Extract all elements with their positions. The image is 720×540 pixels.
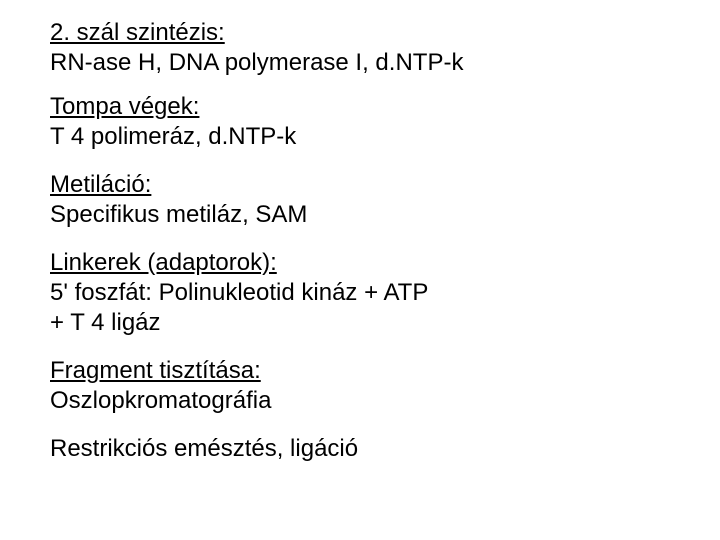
section-body-line: + T 4 ligáz	[50, 308, 670, 338]
section-body-line: 5' foszfát: Polinukleotid kináz + ATP	[50, 278, 670, 308]
section-heading: Tompa végek:	[50, 92, 670, 122]
section-body-line: Oszlopkromatográfia	[50, 386, 670, 416]
section-body-line: Restrikciós emésztés, ligáció	[50, 434, 670, 464]
section-body-line: T 4 polimeráz, d.NTP-k	[50, 122, 670, 152]
section-linkers-adapters: Linkerek (adaptorok): 5' foszfát: Polinu…	[50, 248, 670, 338]
section-methylation: Metiláció: Specifikus metiláz, SAM	[50, 170, 670, 230]
section-body-line: RN-ase H, DNA polymerase I, d.NTP-k	[50, 48, 670, 78]
document-page: 2. szál szintézis: RN-ase H, DNA polymer…	[0, 0, 670, 464]
section-restriction-ligation: Restrikciós emésztés, ligáció	[50, 434, 670, 464]
section-heading: 2. szál szintézis:	[50, 18, 670, 48]
section-body-line: Specifikus metiláz, SAM	[50, 200, 670, 230]
section-heading: Fragment tisztítása:	[50, 356, 670, 386]
section-heading: Metiláció:	[50, 170, 670, 200]
section-fragment-purification: Fragment tisztítása: Oszlopkromatográfia	[50, 356, 670, 416]
section-blunt-ends: Tompa végek: T 4 polimeráz, d.NTP-k	[50, 92, 670, 152]
section-second-strand-synthesis: 2. szál szintézis: RN-ase H, DNA polymer…	[50, 18, 670, 78]
section-heading: Linkerek (adaptorok):	[50, 248, 670, 278]
